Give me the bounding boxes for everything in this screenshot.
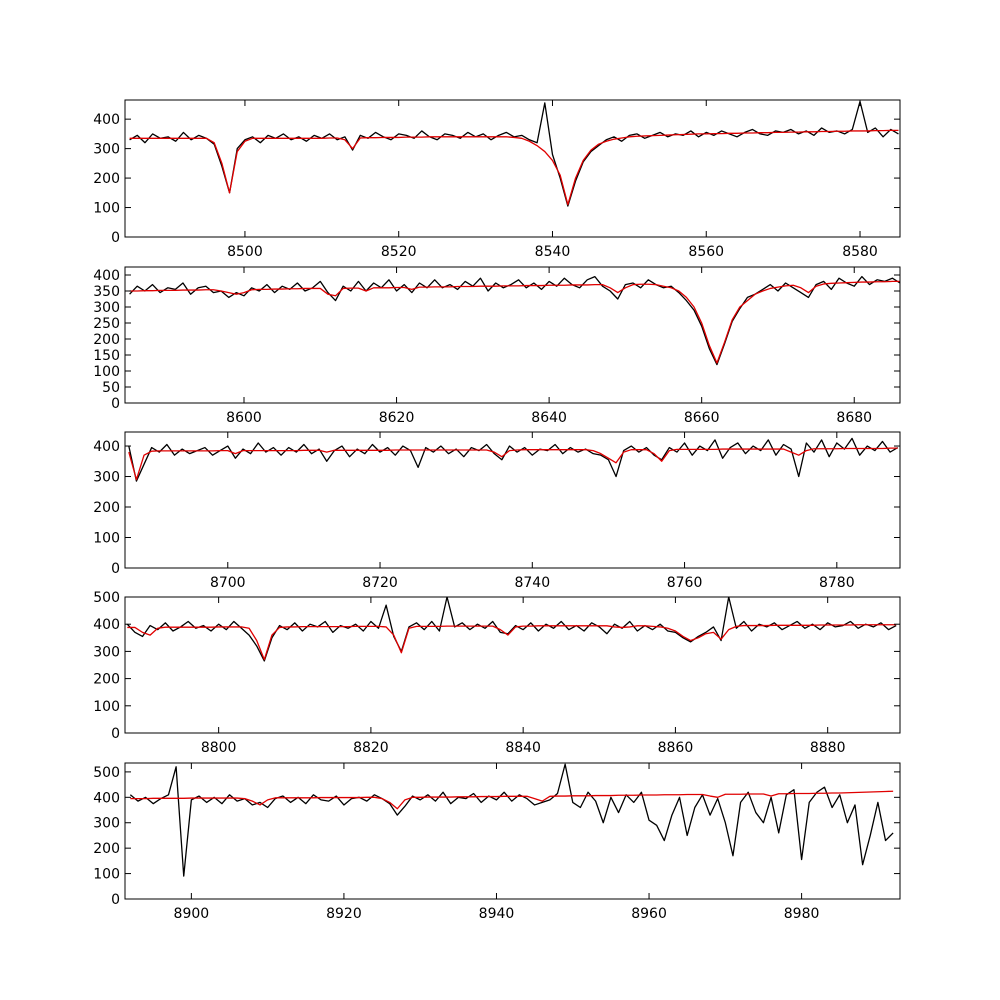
x-tick-label: 8800 — [201, 740, 237, 756]
panel: 8700 8720 8740 8760 8780 0 100 200 300 400 — [93, 431, 901, 591]
x-tick-label: 8500 — [227, 244, 263, 260]
y-tick-label: 150 — [93, 348, 120, 364]
y-tick-label: 200 — [93, 171, 120, 187]
spectrum-line — [130, 790, 894, 810]
spectrum-line — [129, 763, 894, 877]
x-tick-label: 8720 — [362, 575, 398, 591]
plot-area — [129, 275, 900, 366]
y-tick-label: 0 — [111, 230, 120, 246]
y-tick-label: 100 — [93, 364, 120, 380]
plot-area — [128, 437, 899, 482]
y-tick-label: 500 — [93, 590, 120, 606]
x-tick-label: 8740 — [514, 575, 550, 591]
spectrum-line — [127, 624, 897, 661]
x-tick-label: 8520 — [381, 244, 417, 260]
x-tick-label: 8780 — [819, 575, 855, 591]
y-tick-label: 0 — [111, 892, 120, 908]
y-tick-label: 200 — [93, 841, 120, 857]
spectrum-line — [128, 437, 899, 482]
panel: 8500 8520 8540 8560 8580 0 100 200 300 400 — [93, 99, 901, 260]
y-tick-label: 100 — [93, 699, 120, 715]
spectrum-line — [129, 100, 899, 207]
x-tick-label: 8640 — [531, 410, 567, 426]
x-tick-label: 8900 — [174, 906, 210, 922]
y-tick-label: 50 — [102, 380, 120, 396]
x-tick-label: 8820 — [353, 740, 389, 756]
x-tick-label: 8860 — [658, 740, 694, 756]
spectrum-line — [129, 280, 900, 364]
axes-frame — [124, 596, 901, 734]
spectrum-line — [126, 597, 897, 662]
axes-frame — [124, 266, 901, 404]
x-tick-label: 8560 — [688, 244, 724, 260]
x-tick-label: 8700 — [210, 575, 246, 591]
x-tick-label: 8880 — [810, 740, 846, 756]
panel: 8600 8620 8640 8660 8680 05010015020025030035… — [93, 266, 901, 426]
y-tick-label: 0 — [111, 561, 120, 577]
y-tick-label: 250 — [93, 316, 120, 332]
y-tick-label: 300 — [93, 644, 120, 660]
x-tick-label: 8940 — [479, 906, 515, 922]
x-tick-label: 8920 — [326, 906, 362, 922]
panel: 8800 8820 8840 8860 8880 0 100 200 300 400 500 — [93, 590, 901, 756]
x-tick-label: 8760 — [667, 575, 703, 591]
y-tick-label: 300 — [93, 816, 120, 832]
y-tick-label: 200 — [93, 672, 120, 688]
y-tick-label: 400 — [93, 439, 120, 455]
x-tick-label: 8540 — [535, 244, 571, 260]
y-tick-label: 500 — [93, 765, 120, 781]
x-tick-label: 8580 — [842, 244, 878, 260]
y-tick-label: 100 — [93, 531, 120, 547]
x-tick-label: 8840 — [505, 740, 541, 756]
plot-area — [129, 763, 894, 877]
axes-frame — [124, 762, 901, 900]
spectrum-line — [129, 129, 899, 206]
x-tick-label: 8600 — [226, 410, 262, 426]
y-tick-label: 200 — [93, 332, 120, 348]
spectrum-line — [129, 275, 900, 366]
y-tick-label: 400 — [93, 112, 120, 128]
x-tick-label: 8620 — [379, 410, 415, 426]
y-tick-label: 200 — [93, 500, 120, 516]
plot-area — [129, 100, 899, 207]
spectrum-line — [128, 447, 898, 481]
y-tick-label: 0 — [111, 396, 120, 412]
y-tick-label: 0 — [111, 726, 120, 742]
x-tick-label: 8980 — [784, 906, 820, 922]
y-tick-label: 300 — [93, 470, 120, 486]
y-tick-label: 400 — [93, 790, 120, 806]
axes-frame — [124, 431, 901, 569]
y-tick-label: 100 — [93, 201, 120, 217]
y-tick-label: 400 — [93, 268, 120, 284]
y-tick-label: 300 — [93, 300, 120, 316]
y-tick-label: 350 — [93, 284, 120, 300]
plot-area — [126, 597, 897, 662]
x-tick-label: 8680 — [836, 410, 872, 426]
x-tick-label: 8960 — [631, 906, 667, 922]
axes-frame — [124, 99, 901, 238]
y-tick-label: 100 — [93, 867, 120, 883]
panel: 8900 8920 8940 8960 8980 0 100 200 300 400 500 — [93, 762, 901, 922]
y-tick-label: 300 — [93, 142, 120, 158]
x-tick-label: 8660 — [684, 410, 720, 426]
y-tick-label: 400 — [93, 617, 120, 633]
